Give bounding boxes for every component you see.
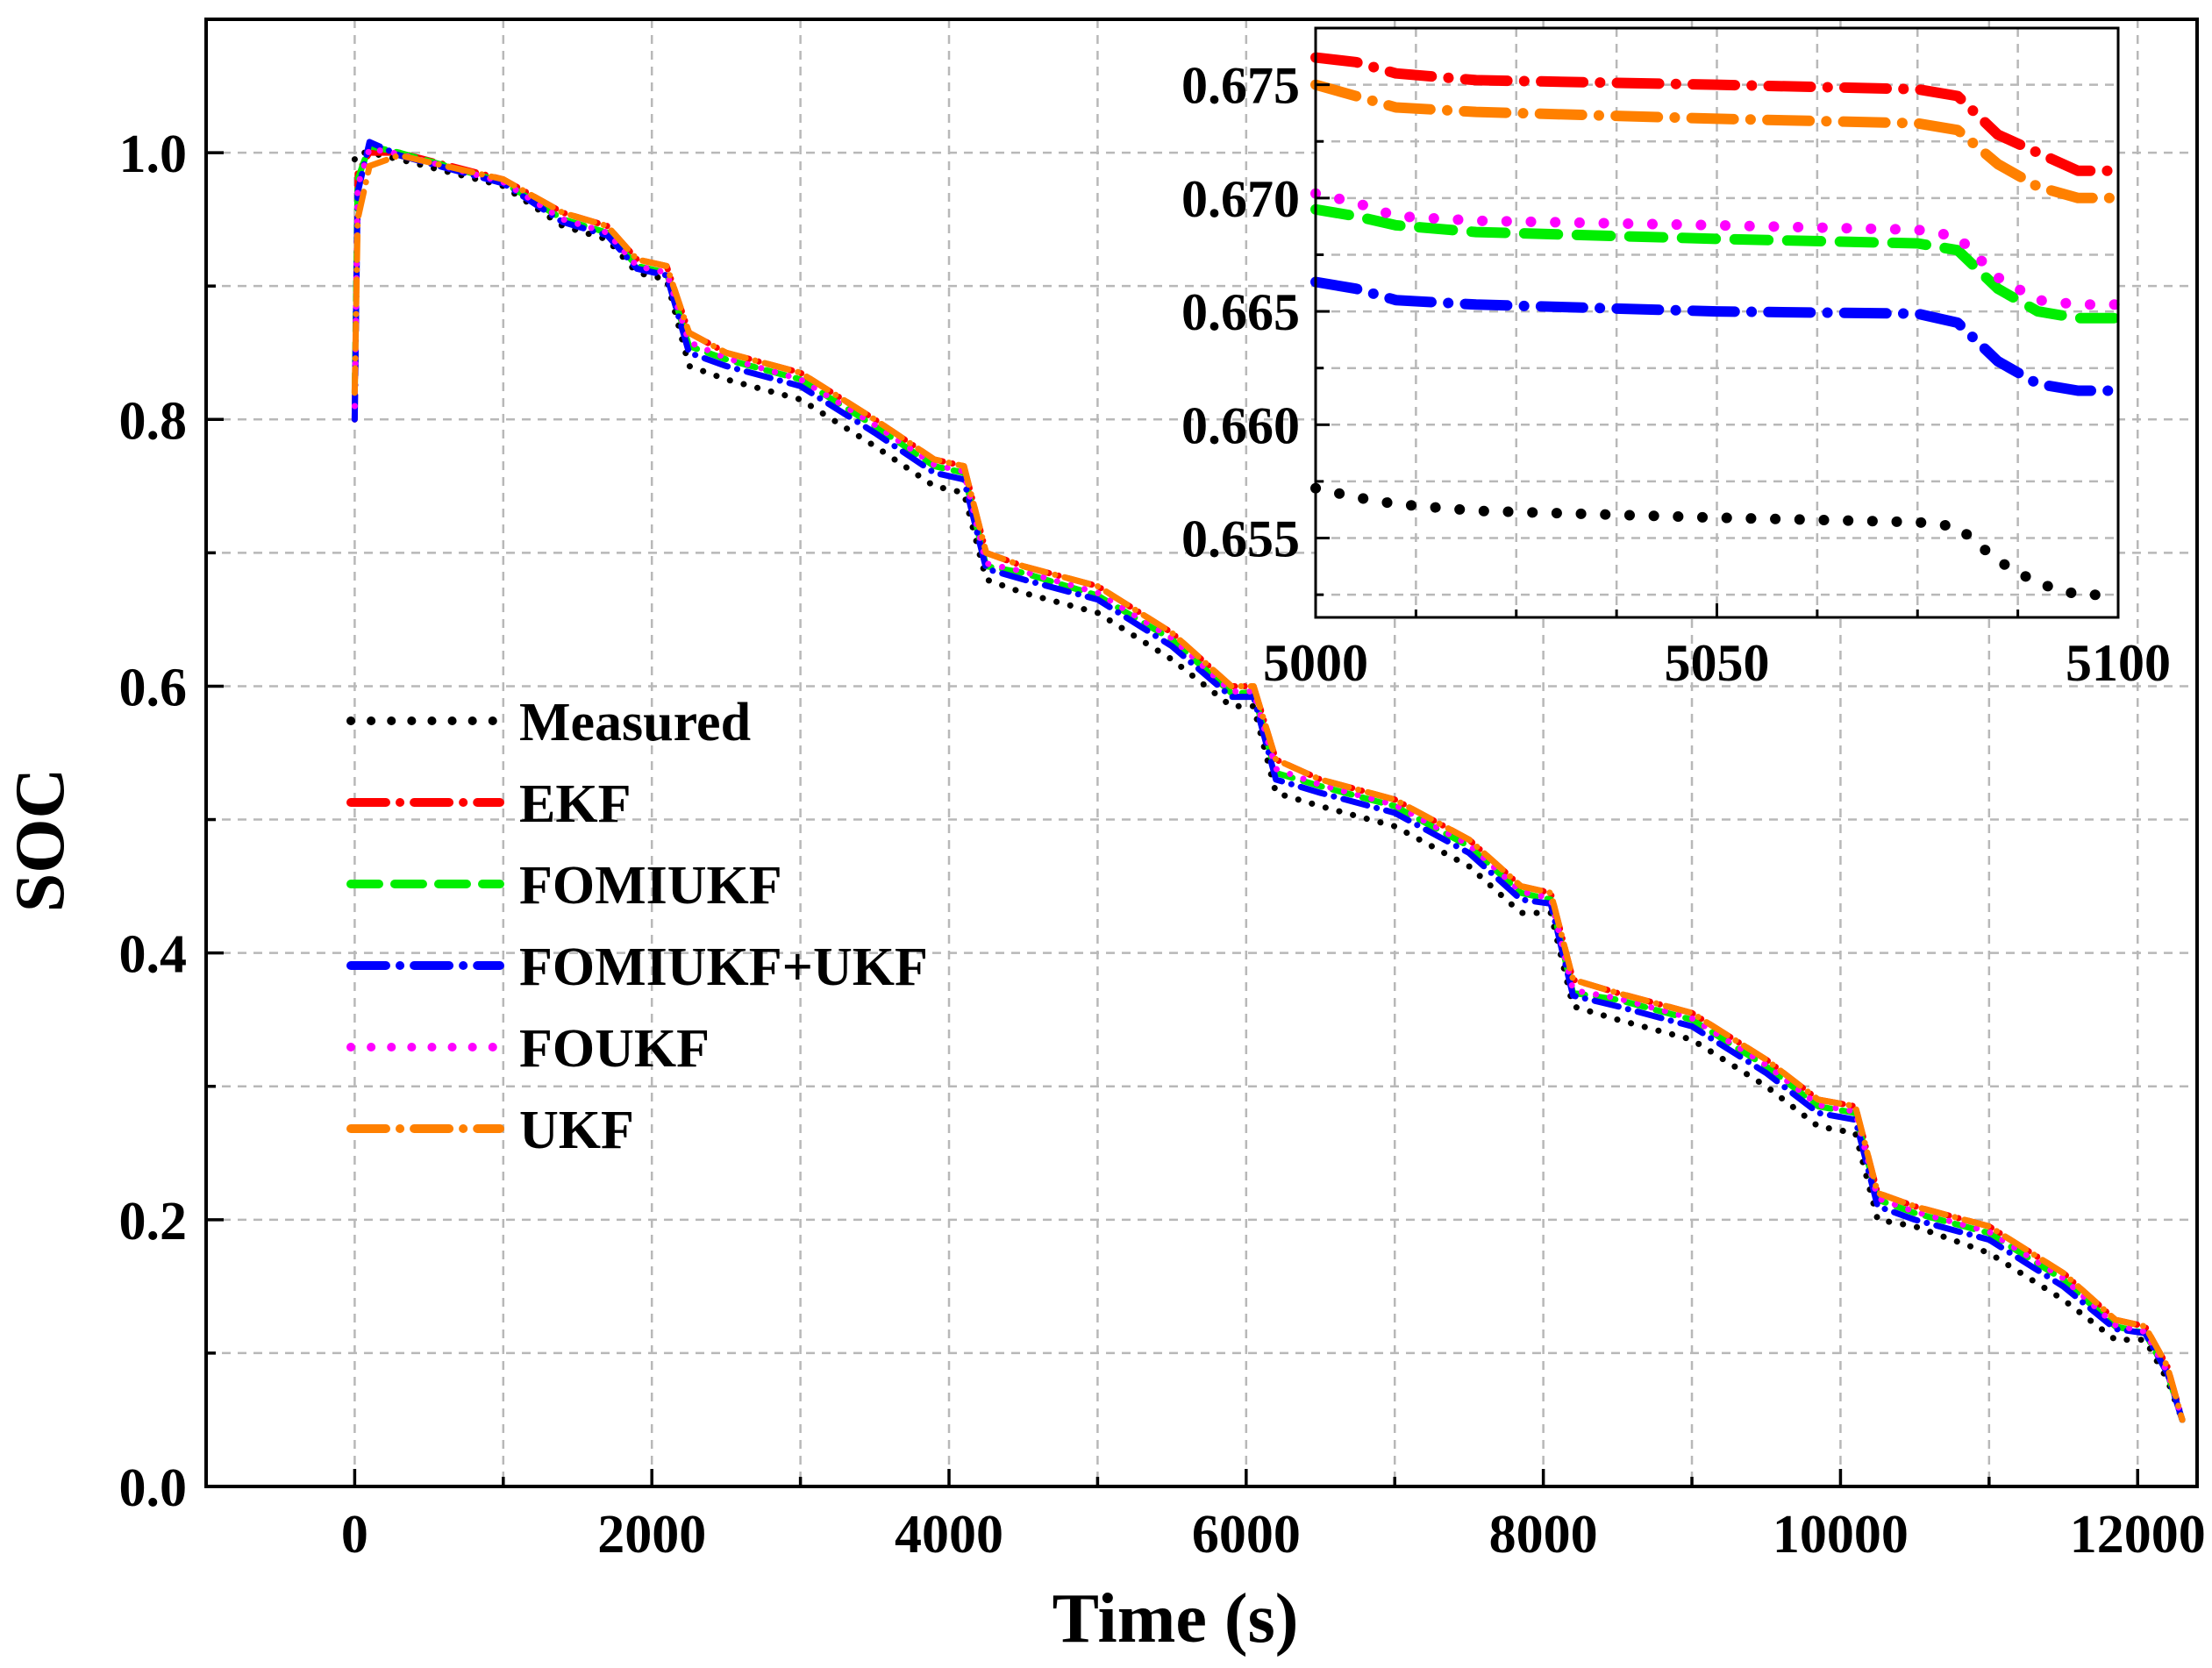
legend-label-foukf: FOUKF xyxy=(519,1019,710,1079)
legend-label-ukf: UKF xyxy=(519,1101,634,1160)
inset-series-group xyxy=(1310,52,2123,601)
x-tick-label: 6000 xyxy=(1192,1505,1301,1565)
inset-series-line-ekf xyxy=(1310,52,2123,176)
x-tick-label: 12000 xyxy=(2070,1505,2206,1565)
y-axis-title: SOC xyxy=(2,768,79,913)
x-tick-label: 10000 xyxy=(1773,1505,1909,1565)
y-tick-label: 0.6 xyxy=(119,658,188,717)
main-series-group xyxy=(351,139,2186,1423)
inset-y-tick-label: 0.670 xyxy=(1181,170,1300,228)
y-tick-label: 0.4 xyxy=(119,925,188,985)
legend-label-ekf: EKF xyxy=(519,774,631,834)
series-line-measured xyxy=(351,149,2186,1423)
x-axis-title: Time (s) xyxy=(1052,1580,1299,1657)
inset-chart: 5000 5050 5100 0.655 0.660 0.665 0.670 0.675 xyxy=(1181,26,2171,692)
inset-series-line-measured xyxy=(1310,482,2123,601)
inset-y-tick-label: 0.660 xyxy=(1181,396,1300,454)
x-tick-label: 0 xyxy=(341,1505,368,1565)
main-tick-labels: 0 2000 4000 6000 8000 10000 12000 0.0 0.2 0.4 0.6 0… xyxy=(119,125,2206,1565)
inset-series-line-foukf xyxy=(1310,188,2123,310)
legend-label-fomiukf: FOMIUKF xyxy=(519,856,782,916)
y-tick-label: 0.0 xyxy=(119,1458,188,1518)
inset-series-line-fomiukf xyxy=(1310,203,2123,324)
y-tick-label: 0.2 xyxy=(119,1192,188,1251)
series-line-ukf xyxy=(351,152,2186,1423)
inset-x-tick-label: 5100 xyxy=(2066,634,2171,692)
series-line-fomiukf-plus-ukf xyxy=(351,139,2186,1423)
inset-series-line-fomiukf-plus-ukf xyxy=(1310,276,2123,396)
x-tick-label: 8000 xyxy=(1489,1505,1598,1565)
x-tick-label: 2000 xyxy=(597,1505,706,1565)
inset-x-tick-label: 5050 xyxy=(1665,634,1770,692)
main-ticks xyxy=(206,151,2139,1486)
inset-y-tick-label: 0.655 xyxy=(1181,510,1300,568)
inset-x-tick-label: 5000 xyxy=(1263,634,1368,692)
inset-y-tick-label: 0.665 xyxy=(1181,283,1300,341)
inset-ticks xyxy=(1316,83,2020,617)
x-tick-label: 4000 xyxy=(895,1505,1003,1565)
inset-series-line-ukf xyxy=(1310,79,2123,203)
legend-label-fomiukf-plus-ukf: FOMIUKF+UKF xyxy=(519,937,928,997)
y-tick-label: 1.0 xyxy=(119,125,188,184)
y-tick-label: 0.8 xyxy=(119,391,188,451)
inset-tick-labels: 5000 5050 5100 0.655 0.660 0.665 0.670 0.675 xyxy=(1181,57,2171,692)
main-plot-frame xyxy=(204,18,2199,1488)
legend: Measured EKF FOMIUKF FOMIUKF+UKF FOUKF UKF xyxy=(346,693,928,1160)
inset-y-tick-label: 0.675 xyxy=(1181,57,1300,115)
legend-label-measured: Measured xyxy=(519,693,751,752)
